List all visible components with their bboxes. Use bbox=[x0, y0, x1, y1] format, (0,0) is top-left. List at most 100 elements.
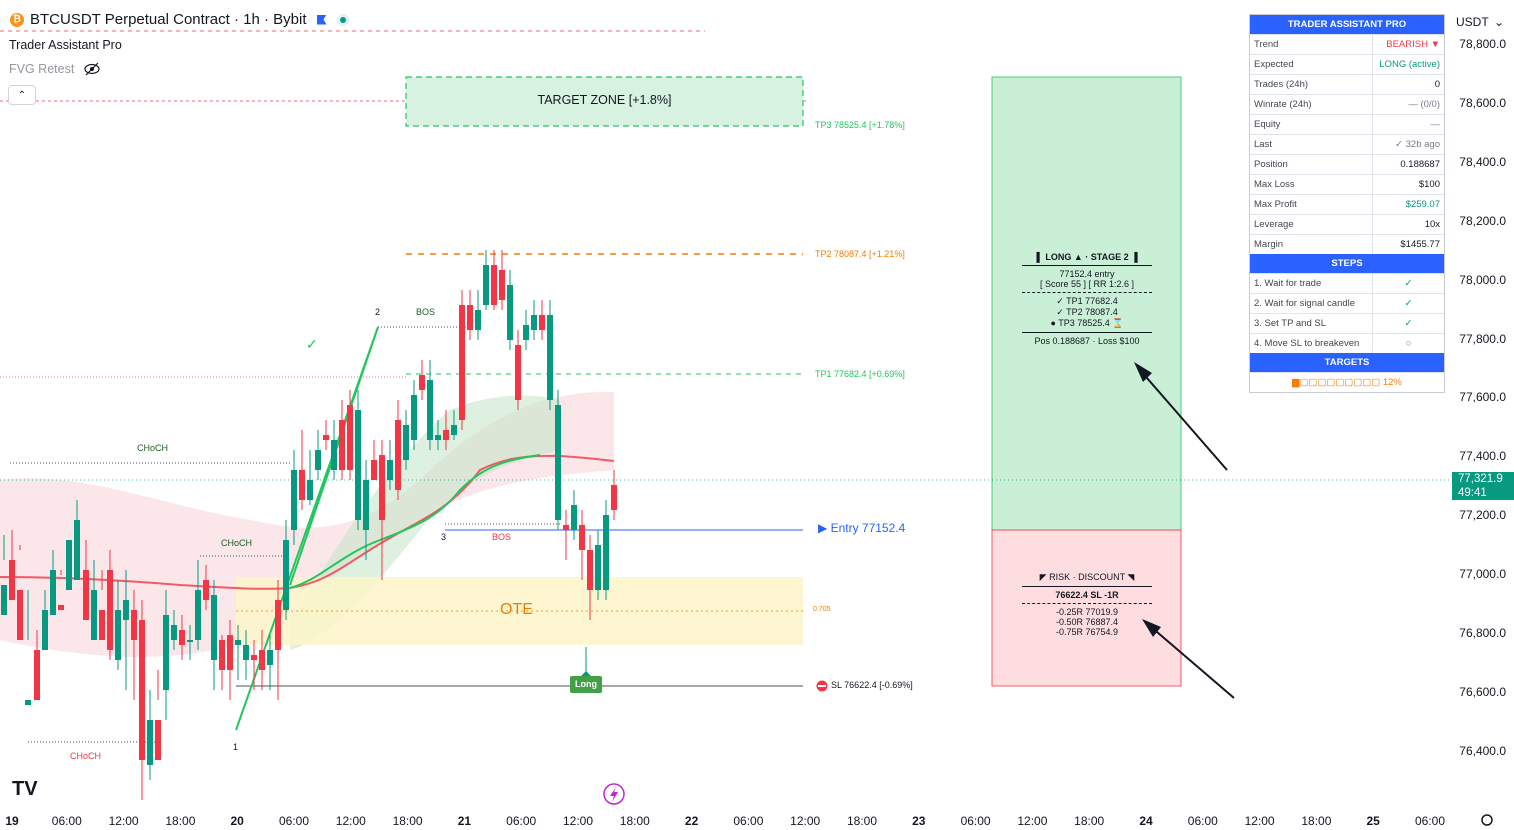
table-row-key: Max Profit bbox=[1250, 195, 1373, 214]
risk-box bbox=[991, 529, 1182, 687]
symbol-header[interactable]: ₿ BTCUSDT Perpetual Contract · 1h · Bybi… bbox=[10, 11, 349, 28]
time-tick: 18:00 bbox=[619, 814, 650, 828]
time-tick: 12:00 bbox=[1017, 814, 1048, 828]
candle-body bbox=[451, 425, 457, 435]
step-label: 4. Move SL to breakeven bbox=[1250, 334, 1373, 353]
table-row-key: Trend bbox=[1250, 35, 1373, 54]
table-row-key: Position bbox=[1250, 155, 1373, 174]
table-row-value: 0.188687 bbox=[1400, 159, 1440, 170]
table-row-key: Trades (24h) bbox=[1250, 75, 1373, 94]
indicator-fvg-retest[interactable]: FVG Retest bbox=[9, 62, 100, 76]
long-box-tp1: ✓ TP1 77682.4 bbox=[1056, 296, 1118, 306]
table-row: Last ✓ 32b ago bbox=[1250, 134, 1444, 154]
time-tick: 18:00 bbox=[1301, 814, 1332, 828]
candle-body bbox=[499, 270, 505, 300]
time-tick: 06:00 bbox=[51, 814, 82, 828]
indicator-trader-assistant[interactable]: Trader Assistant Pro bbox=[9, 38, 122, 52]
time-tick: 23 bbox=[912, 814, 926, 828]
table-row: Position 0.188687 bbox=[1250, 154, 1444, 174]
candle-body bbox=[115, 610, 121, 660]
step-label: 3. Set TP and SL bbox=[1250, 314, 1373, 333]
candle-body bbox=[227, 635, 233, 670]
flag-icon[interactable] bbox=[316, 14, 327, 25]
candle-body bbox=[1, 585, 7, 615]
candle-body bbox=[195, 590, 201, 640]
settings-gear-icon bbox=[1481, 814, 1493, 826]
arrow-2-head bbox=[1142, 619, 1161, 637]
candle-body bbox=[491, 265, 497, 305]
wave-label-1: 1 bbox=[233, 742, 239, 752]
candle-body bbox=[419, 375, 425, 390]
step-row: 3. Set TP and SL ✓ bbox=[1250, 313, 1444, 333]
time-tick: 06:00 bbox=[1414, 814, 1446, 828]
time-tick: 06:00 bbox=[733, 814, 764, 828]
candle-body bbox=[50, 570, 56, 615]
candle-body bbox=[66, 540, 72, 590]
targets-progress: ▆▢▢▢▢▢▢▢▢▢ 12% bbox=[1250, 372, 1444, 392]
current-price-tag: 77,321.9 49:41 bbox=[1452, 472, 1514, 500]
candle-body bbox=[411, 395, 417, 440]
price-tick: 77,400.0 bbox=[1459, 449, 1506, 464]
symbol-title: BTCUSDT Perpetual Contract · 1h · Bybit bbox=[30, 11, 307, 28]
price-tick: 78,800.0 bbox=[1459, 37, 1506, 51]
time-tick: 12:00 bbox=[562, 814, 594, 828]
arrow-2-shaft bbox=[1149, 625, 1235, 699]
risk-box-r2: -0.50R 76887.4 bbox=[1055, 617, 1119, 627]
tp2-label: TP2 78087.4 [+1.21%] bbox=[815, 249, 905, 259]
candle-body bbox=[571, 505, 577, 530]
step-status: ✓ bbox=[1404, 278, 1413, 289]
time-tick: 12:00 bbox=[108, 814, 139, 828]
time-tick: 06:00 bbox=[278, 814, 310, 828]
fib-label: 0.705 bbox=[813, 606, 831, 613]
candle-body bbox=[17, 590, 23, 640]
candle-body bbox=[259, 650, 265, 670]
step-row: 2. Wait for signal candle ✓ bbox=[1250, 293, 1444, 313]
time-tick: 18:00 bbox=[165, 814, 196, 828]
long-box-text: ▌ LONG ▲ · STAGE 2 ▐ 77152.4 entry [ Sco… bbox=[1022, 252, 1152, 346]
candle-body bbox=[34, 650, 40, 700]
long-signal-badge[interactable]: Long bbox=[570, 676, 602, 693]
candle-body bbox=[523, 325, 529, 340]
candle-body bbox=[395, 420, 401, 490]
collapse-indicators-button[interactable]: ⌃ bbox=[8, 85, 36, 105]
long-box bbox=[991, 76, 1182, 531]
price-tick: 78,600.0 bbox=[1459, 95, 1506, 110]
candle-body bbox=[587, 550, 593, 590]
time-tick: 22 bbox=[684, 814, 699, 828]
candle-body bbox=[283, 540, 289, 610]
choch-label-3: CHoCH bbox=[70, 751, 102, 761]
risk-box-title: ◤ RISK · DISCOUNT ◥ bbox=[1022, 572, 1152, 587]
candle-body bbox=[611, 485, 617, 510]
step-row: 4. Move SL to breakeven ○ bbox=[1250, 333, 1444, 353]
currency-selector[interactable]: USDT ⌄ bbox=[1452, 12, 1508, 32]
candle-body bbox=[147, 720, 153, 765]
bitcoin-icon: ₿ bbox=[10, 12, 24, 27]
targets-title: TARGETS bbox=[1250, 353, 1444, 372]
eye-off-icon[interactable] bbox=[84, 62, 100, 76]
bos-label-2: BOS bbox=[492, 532, 512, 542]
table-row-key: Leverage bbox=[1250, 215, 1373, 234]
candle-body bbox=[25, 700, 31, 705]
candle-body bbox=[187, 640, 193, 642]
time-tick: 20 bbox=[230, 814, 244, 828]
candle-body bbox=[235, 640, 241, 645]
table-row-value: — bbox=[1430, 119, 1441, 130]
candle-body bbox=[323, 435, 329, 440]
candle-body bbox=[99, 610, 105, 640]
price-tick: 76,400.0 bbox=[1459, 743, 1506, 758]
ote-zone bbox=[236, 577, 803, 645]
ma-green bbox=[289, 454, 541, 589]
time-tick: 12:00 bbox=[1244, 814, 1275, 828]
sl-label: SL 76622.4 [-0.69%] bbox=[831, 680, 913, 690]
candle-body bbox=[507, 285, 513, 340]
flash-icon bbox=[603, 783, 625, 805]
candle-body bbox=[555, 405, 561, 520]
candle-body bbox=[563, 525, 569, 530]
table-row: Winrate (24h) — (0/0) bbox=[1250, 94, 1444, 114]
table-row-value: $259.07 bbox=[1405, 199, 1440, 210]
wave-label-2: 2 bbox=[375, 307, 381, 317]
candle-body bbox=[595, 545, 601, 590]
time-tick: 06:00 bbox=[1187, 814, 1218, 828]
candle-body bbox=[163, 615, 169, 690]
